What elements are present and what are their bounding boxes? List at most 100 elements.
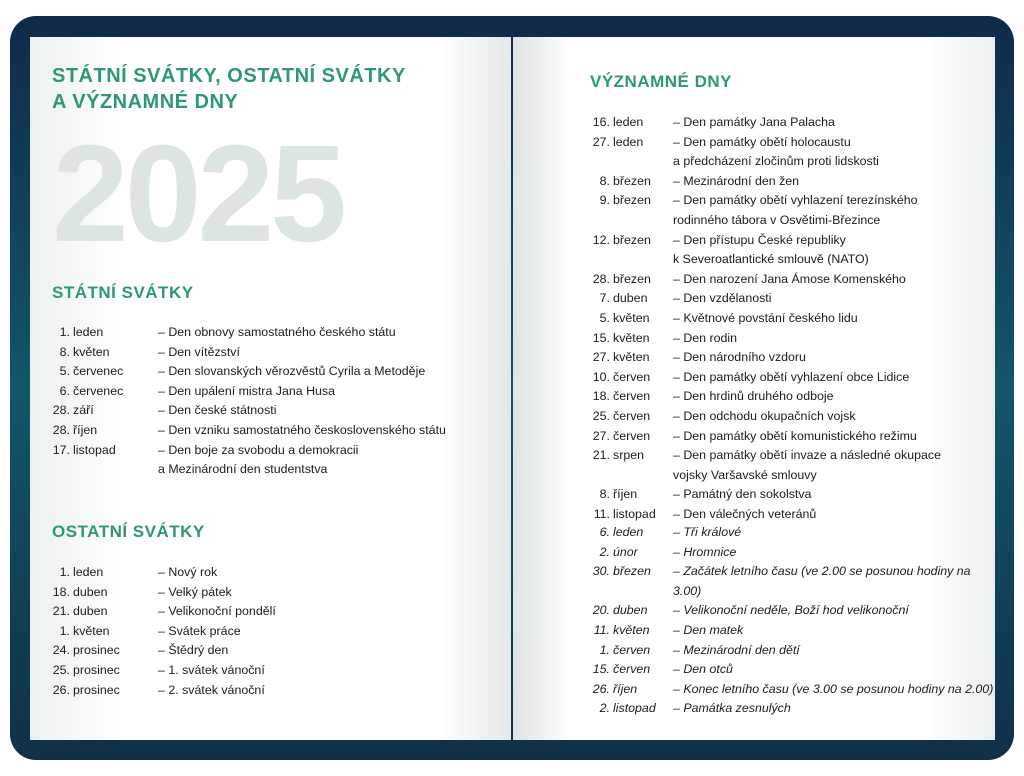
day-number: 7. xyxy=(599,291,610,306)
day-number: 25. xyxy=(52,662,70,677)
list-item: 1. květen – Svátek práce xyxy=(50,622,276,642)
month-name: srpen xyxy=(613,448,644,463)
entry-description: – Den boje za svobodu a demokracii a Mez… xyxy=(158,442,359,477)
list-item: 10. červen – Den památky obětí vyhlazení o… xyxy=(586,368,941,388)
list-item: 16. leden – Den památky Jana Palacha xyxy=(586,113,941,133)
list-item: 6. červenec – Den upálení mistra Jana Husa xyxy=(50,382,446,402)
list-item: 8. květen – Den vítězství xyxy=(50,343,446,363)
month-name: leden xyxy=(613,525,644,539)
day-number: 30. xyxy=(592,564,610,579)
month-name: leden xyxy=(613,134,644,149)
month-name: květen xyxy=(73,344,110,359)
entry-description: – Velikonoční pondělí xyxy=(158,604,276,619)
other-holidays-list: 1. leden – Nový rok 18. duben – Velký pátek 21… xyxy=(50,563,276,700)
list-item: 18. červen – Den hrdinů druhého odboje xyxy=(586,387,941,407)
page-title: STÁTNÍ SVÁTKY, OSTATNÍ SVÁTKY A VÝZNAMNÉ… xyxy=(52,63,406,115)
list-item: 15. červen – Den otců xyxy=(586,660,995,680)
month-name: březen xyxy=(613,232,651,247)
list-item: 2. únor – Hromnice xyxy=(586,543,995,563)
state-holidays-heading: STÁTNÍ SVÁTKY xyxy=(52,283,194,302)
entry-description: – Den národního vzdoru xyxy=(673,350,806,365)
month-name: červen xyxy=(613,642,651,657)
day-number: 15. xyxy=(592,330,610,345)
entry-description: – Den památky obětí vyhlazení terezínské… xyxy=(673,193,918,227)
entry-description: – Den narození Jana Ámose Komenského xyxy=(673,271,906,286)
month-name: duben xyxy=(73,604,108,619)
list-item: 12. březen – Den přístupu České republiky … xyxy=(586,231,941,270)
list-item: 6. leden – Tři králové xyxy=(586,523,995,543)
month-name: červen xyxy=(613,369,651,384)
month-name: březen xyxy=(613,564,651,579)
entry-description: – Mezinárodní den žen xyxy=(673,173,800,188)
month-name: říjen xyxy=(73,422,98,437)
month-name: leden xyxy=(73,325,104,339)
day-number: 28. xyxy=(52,422,70,437)
month-name: březen xyxy=(613,271,651,286)
month-name: květen xyxy=(613,330,650,345)
month-name: říjen xyxy=(613,487,638,502)
list-item: 18. duben – Velký pátek xyxy=(50,583,276,603)
day-number: 26. xyxy=(592,681,610,696)
month-name: červen xyxy=(613,408,651,423)
day-number: 5. xyxy=(599,310,610,325)
entry-description: – Památný den sokolstva xyxy=(673,487,812,502)
entry-description: – Den vítězství xyxy=(158,344,240,359)
entry-description: – Den památky obětí invaze a následné ok… xyxy=(673,448,941,482)
list-item: 30. březen – Začátek letního času (ve 2.00… xyxy=(586,562,995,601)
left-page: STÁTNÍ SVÁTKY, OSTATNÍ SVÁTKY A VÝZNAMNÉ… xyxy=(30,37,511,740)
entry-description: – Den rodin xyxy=(673,330,738,345)
list-item: 25. červen – Den odchodu okupačních vojsk xyxy=(586,407,941,427)
entry-description: – Mezinárodní den dětí xyxy=(673,642,800,657)
day-number: 18. xyxy=(592,389,610,404)
list-item: 21. srpen – Den památky obětí invaze a nás… xyxy=(586,446,941,485)
list-item: 1. leden – Nový rok xyxy=(50,563,276,583)
right-page: VÝZNAMNÉ DNY 16. leden – Den památky Jana … xyxy=(513,37,995,740)
year-display: 2025 xyxy=(52,117,347,271)
month-name: duben xyxy=(73,584,108,599)
month-name: červenec xyxy=(73,364,124,379)
list-item: 9. březen – Den památky obětí vyhlazení te… xyxy=(586,191,941,230)
day-number: 11. xyxy=(593,506,610,521)
day-number: 8. xyxy=(599,487,610,502)
entry-description: – Den obnovy samostatného českého státu xyxy=(158,325,396,339)
day-number: 6. xyxy=(59,383,70,398)
month-name: říjen xyxy=(613,681,638,696)
day-number: 2. xyxy=(599,544,610,559)
day-number: 1. xyxy=(59,565,70,579)
list-item: 20. duben – Velikonoční neděle, Boží hod v… xyxy=(586,601,995,621)
entry-description: – Den upálení mistra Jana Husa xyxy=(158,383,336,398)
day-number: 28. xyxy=(592,271,610,286)
day-number: 6. xyxy=(599,525,610,539)
entry-description: – Velikonoční neděle, Boží hod velikonoč… xyxy=(673,603,909,618)
month-name: listopad xyxy=(613,701,656,716)
list-item: 24. prosinec – Štědrý den xyxy=(50,641,276,661)
list-item: 1. leden – Den obnovy samostatného českého… xyxy=(50,323,446,343)
list-item: 28. březen – Den narození Jana Ámose Komen… xyxy=(586,270,941,290)
month-name: prosinec xyxy=(73,643,120,658)
day-number: 10. xyxy=(592,369,610,384)
list-item: 8. říjen – Památný den sokolstva xyxy=(586,485,941,505)
month-name: prosinec xyxy=(73,662,120,677)
list-item: 26. říjen – Konec letního času (ve 3.00 se… xyxy=(586,680,995,700)
month-name: listopad xyxy=(73,442,116,457)
month-name: leden xyxy=(73,565,104,579)
month-name: červen xyxy=(613,389,651,404)
list-item: 2. listopad – Památka zesnulých xyxy=(586,699,995,719)
significant-days-heading: VÝZNAMNÉ DNY xyxy=(590,72,733,91)
title-line-2: A VÝZNAMNÉ DNY xyxy=(52,91,239,113)
month-name: květen xyxy=(613,310,650,325)
entry-description: – Tři králové xyxy=(673,525,742,539)
entry-description: – Den památky Jana Palacha xyxy=(673,115,835,129)
list-item: 28. říjen – Den vzniku samostatného českos… xyxy=(50,421,446,441)
entry-description: – Památka zesnulých xyxy=(673,701,791,716)
entry-description: – Den válečných veteránů xyxy=(673,506,817,521)
entry-description: – Den odchodu okupačních vojsk xyxy=(673,408,856,423)
entry-description: – Den památky obětí komunistického režim… xyxy=(673,428,917,443)
day-number: 1. xyxy=(599,642,610,657)
day-number: 21. xyxy=(52,604,70,619)
list-item: 17. listopad – Den boje za svobodu a demok… xyxy=(50,441,446,480)
day-number: 17. xyxy=(52,442,70,457)
day-number: 27. xyxy=(592,134,610,149)
other-days-list: 6. leden – Tři králové 2. únor – Hromnice 30. b… xyxy=(586,523,995,719)
list-item: 28. září – Den české státnosti xyxy=(50,401,446,421)
